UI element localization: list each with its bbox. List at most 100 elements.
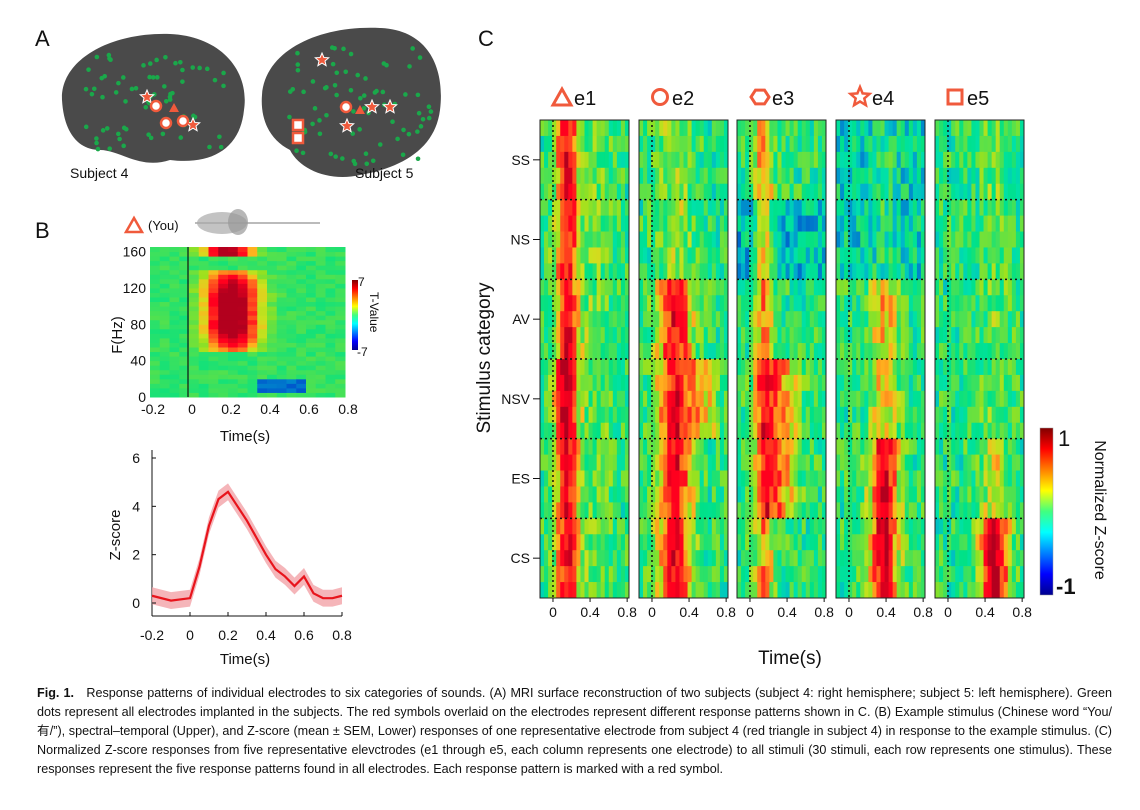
heatmap-cell	[920, 279, 926, 296]
heatmap-cell	[1011, 550, 1017, 567]
heatmap-cell	[892, 550, 898, 567]
heatmap-cell	[983, 247, 988, 264]
heatmap-cell	[801, 167, 807, 185]
spectrogram-cell	[267, 347, 278, 353]
heatmap-cell	[793, 183, 799, 201]
heatmap-cell	[604, 311, 610, 328]
normalized-zscore-colorbar	[1039, 427, 1054, 596]
heatmap-cell	[904, 311, 910, 328]
heatmap-cell	[793, 151, 799, 169]
heatmap-cell	[860, 470, 865, 487]
heatmap-cell	[868, 550, 873, 567]
heatmap-cell	[1007, 199, 1013, 216]
heatmap-cell	[813, 120, 819, 137]
heatmap-cell	[560, 327, 565, 344]
heatmap-cell	[963, 120, 968, 137]
heatmap-cell	[761, 343, 766, 360]
heatmap-cell	[848, 566, 853, 583]
heatmap-cell	[723, 374, 729, 392]
heatmap-cell	[1003, 311, 1009, 328]
spectrogram-cell	[179, 342, 190, 348]
heatmap-cell	[975, 343, 980, 360]
heatmap-cell	[868, 374, 873, 392]
heatmap-cell	[975, 518, 980, 535]
spectrogram-cell	[276, 365, 287, 371]
heatmap-cell	[552, 566, 557, 583]
heatmap-cell	[655, 183, 660, 201]
heatmap-cell	[904, 263, 910, 280]
heatmap-cell	[793, 534, 799, 551]
spectrogram-cell	[306, 283, 317, 289]
heatmap-cell	[691, 534, 697, 551]
heatmap-cell	[793, 518, 799, 535]
spectrogram-cell	[257, 351, 268, 357]
heatmap-cell	[556, 279, 561, 296]
stimulus-label: (You)	[148, 218, 179, 233]
heatmap-cell	[999, 518, 1005, 535]
heatmap-cell	[707, 390, 713, 408]
heatmap-cell	[852, 151, 857, 169]
electrode-dot	[351, 109, 356, 114]
heatmap-cell	[821, 120, 827, 137]
heatmap-cell	[723, 422, 729, 440]
heatmap-cell	[749, 502, 754, 519]
heatmap-cell	[600, 215, 606, 232]
heatmap-cell	[864, 311, 869, 328]
heatmap-cell	[568, 327, 573, 344]
electrode-dot	[147, 74, 152, 80]
heatmap-cell	[659, 295, 664, 312]
electrode-dot	[102, 73, 108, 79]
heatmap-cell	[584, 247, 589, 264]
heatmap-cell	[809, 295, 815, 312]
spectrogram-cell	[169, 297, 180, 303]
heatmap-cell	[1011, 295, 1017, 312]
spectrogram-cell	[169, 333, 180, 339]
heatmap-cell	[900, 151, 906, 169]
heatmap-cell	[544, 534, 549, 551]
spectrogram-cell	[306, 333, 317, 339]
spectrogram-cell	[189, 256, 200, 262]
heatmap-cell	[552, 502, 557, 519]
heatmap-cell	[971, 199, 976, 216]
heatmap-cell	[876, 534, 881, 551]
heatmap-cell	[864, 231, 869, 248]
spectrogram-cell	[169, 369, 180, 375]
heatmap-cell	[572, 120, 577, 137]
heatmap-cell	[951, 374, 956, 392]
spectrogram-cell	[286, 369, 297, 375]
heatmap-cell	[884, 231, 889, 248]
electrode-dot	[204, 66, 210, 72]
electrode-dot	[415, 92, 421, 98]
spectrogram-cell	[179, 287, 190, 293]
heatmap-cell	[809, 550, 815, 567]
spectrogram-cell	[237, 274, 248, 280]
heatmap-cell	[624, 534, 630, 551]
heatmap-cell	[592, 374, 598, 392]
heatmap-cell	[987, 311, 993, 328]
heatmap-cell	[639, 502, 644, 519]
heatmap-cell	[967, 486, 972, 503]
heatmap-cell	[1019, 582, 1025, 599]
heatmap-cell	[679, 247, 684, 264]
heatmap-cell	[576, 406, 581, 424]
heatmap-cell	[797, 359, 803, 376]
spectrogram-cell	[335, 274, 346, 280]
heatmap-cell	[659, 120, 664, 137]
heatmap-cell	[604, 406, 610, 424]
heatmap-cell	[624, 279, 630, 296]
heatmap-cell	[872, 279, 877, 296]
heatmap-cell	[600, 550, 606, 567]
electrode-dot	[426, 104, 432, 110]
category-label-cs: CS	[511, 550, 530, 566]
heatmap-cell	[647, 486, 652, 503]
heatmap-cell	[864, 486, 869, 503]
spectrogram-cell	[159, 256, 170, 262]
heatmap-cell	[560, 343, 565, 360]
spectrogram-cell	[218, 378, 229, 384]
heatmap-cell	[707, 263, 713, 280]
heatmap-cell	[809, 151, 815, 169]
heatmap-cell	[939, 406, 944, 424]
heatmap-cell	[679, 135, 684, 153]
heatmap-cell	[916, 486, 922, 503]
heatmap-cell	[540, 470, 545, 487]
